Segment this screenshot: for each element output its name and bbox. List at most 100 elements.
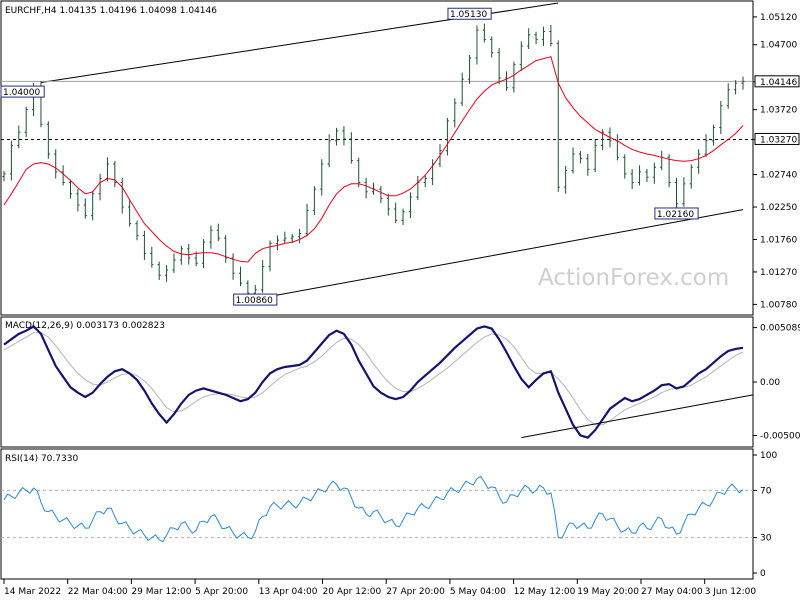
candle (290, 233, 294, 243)
price-label-text: 1.00860 (236, 296, 273, 306)
price-panel-title: EURCHF,H4 1.04135 1.04196 1.04098 1.0414… (5, 6, 217, 16)
candle (711, 124, 716, 146)
candle (135, 220, 139, 241)
rsi-line (3, 475, 744, 543)
price-label-box (654, 207, 699, 220)
candle (460, 72, 464, 107)
candle (726, 83, 730, 109)
candle (534, 31, 538, 45)
price-label: 1.04000 (0, 85, 45, 98)
time-axis: 14 Mar 2022 22 Mar 04:00 29 Mar 12:00 5 Apr… (3, 579, 757, 597)
candle (445, 117, 449, 156)
candle (379, 186, 383, 204)
price-tick-label: 1.04700 (760, 41, 797, 51)
candle (320, 159, 324, 196)
rsi-levels (1, 489, 753, 539)
moving-average-line (3, 56, 744, 263)
price-label-text: 1.02160 (657, 210, 694, 220)
horizontal-levels (1, 80, 753, 140)
candle (401, 208, 405, 226)
candle (342, 126, 346, 146)
candle (128, 200, 132, 227)
price-label-box (0, 85, 45, 98)
price-tick-label: 1.05120 (760, 13, 797, 23)
candle (334, 127, 339, 146)
candle (475, 25, 479, 65)
candle (697, 149, 701, 174)
macd-panel: MACD(12,26,9) 0.003173 0.002823 0.005089… (0, 316, 800, 448)
candle (357, 157, 361, 188)
candle (408, 192, 413, 219)
macd-axis: 0.005089 0.00 -0.005002 (753, 324, 800, 441)
candle (261, 260, 265, 293)
rsi-panel: RSI(14) 70.7330 100 70 30 0 (0, 448, 777, 580)
candle (201, 239, 206, 269)
candle (2, 170, 6, 182)
candle (268, 240, 272, 272)
candle (17, 125, 21, 149)
support-price-tag (754, 132, 800, 145)
price-label: 1.05130 (447, 7, 492, 20)
price-tick-label: 1.04146 (760, 78, 797, 88)
time-tick-label: 5 May 04:00 (450, 587, 506, 597)
price-axis: 1.05120 1.04700 1.04146 1.03720 1.03270 1.027… (753, 13, 800, 310)
time-tick-label: 27 May 04:00 (641, 587, 703, 597)
time-tick-label: 13 Apr 04:00 (259, 587, 318, 597)
candle (349, 132, 353, 164)
candle (98, 173, 102, 201)
candle (46, 121, 50, 159)
candle (238, 266, 243, 287)
rsi-tick-label: 70 (760, 486, 772, 496)
candle (9, 140, 13, 181)
channel-line-lower (255, 209, 744, 300)
candle (194, 251, 198, 267)
candle (216, 223, 220, 242)
candle (209, 225, 213, 249)
time-tick-label: 5 Apr 20:00 (195, 587, 248, 597)
price-annotations: 1.05130 1.00860 1.02160 1.04000 (0, 7, 699, 306)
candle (179, 245, 183, 265)
time-tick-label: 3 Jun 12:00 (705, 587, 757, 597)
price-tick-label: 1.02250 (760, 203, 797, 213)
candle (54, 149, 58, 179)
candle (231, 253, 235, 280)
candle (283, 231, 287, 244)
macd-trend-line (521, 394, 754, 439)
candle (224, 235, 228, 263)
macd-line (3, 325, 744, 439)
candle (586, 153, 590, 176)
candle (556, 40, 560, 192)
candle (674, 177, 679, 211)
time-tick-label: 22 Mar 04:00 (68, 587, 128, 597)
candle (305, 203, 309, 237)
rsi-axis: 100 70 30 0 (753, 451, 777, 579)
rsi-tick-label: 30 (760, 534, 772, 544)
rsi-tick-label: 100 (760, 451, 777, 461)
candle (312, 186, 316, 216)
time-tick-label: 19 May 20:00 (577, 587, 639, 597)
candle (645, 168, 649, 182)
candle (630, 169, 634, 190)
price-tick-label: 1.02740 (760, 171, 797, 181)
candle (549, 24, 553, 47)
macd-tick-label: -0.005002 (760, 431, 800, 441)
current-price-tag (754, 75, 800, 88)
candle (541, 26, 546, 46)
price-label: 1.00860 (233, 293, 278, 306)
candle (91, 190, 95, 221)
candle (527, 28, 531, 50)
time-tick-label: 14 Mar 2022 (4, 587, 61, 597)
price-tick-label: 1.00780 (760, 300, 797, 310)
candle (164, 265, 169, 282)
candle (512, 61, 516, 93)
candle (578, 151, 583, 164)
candle (24, 106, 28, 137)
time-tick-label: 29 Mar 12:00 (131, 587, 191, 597)
candle (652, 162, 656, 184)
candle (68, 179, 73, 199)
candle (593, 138, 597, 173)
candle (364, 177, 368, 199)
candle (76, 189, 80, 212)
candle (504, 71, 509, 91)
candle (571, 147, 575, 174)
